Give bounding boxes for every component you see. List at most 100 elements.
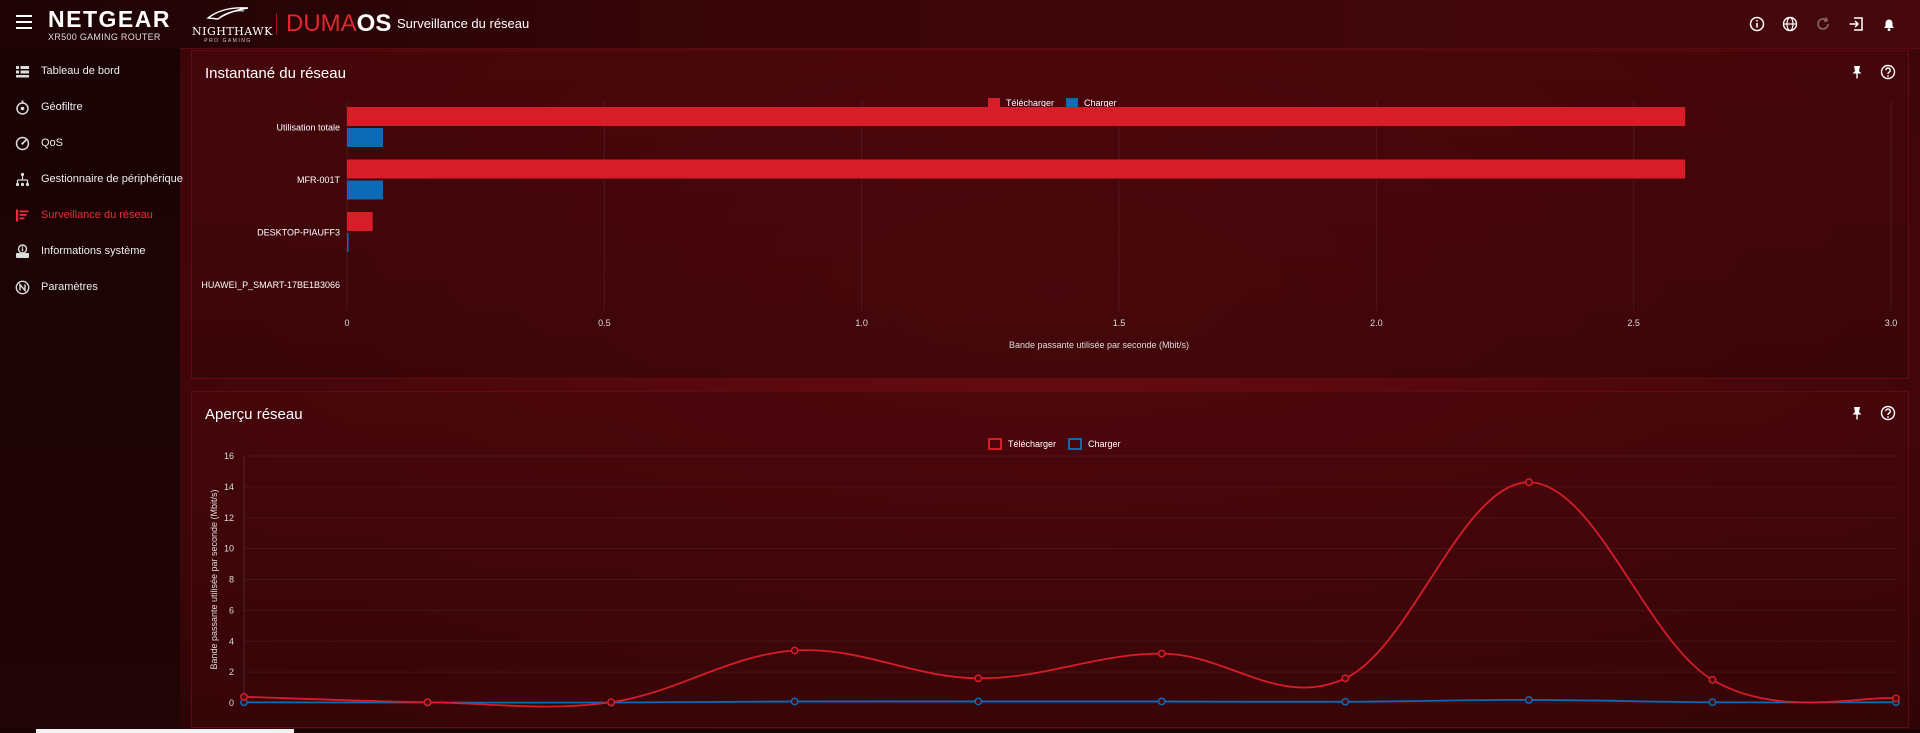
qos-gauge-icon (14, 135, 31, 152)
x-tick-label: 0.5 (598, 318, 611, 328)
logout-icon[interactable] (1847, 15, 1865, 33)
sidebar-item-geofilter[interactable]: Géofiltre (0, 90, 180, 124)
nighthawk-sub: PRO GAMING (204, 38, 252, 44)
panel-title: Aperçu réseau (205, 406, 303, 423)
header-divider (276, 13, 277, 35)
point-upload (1341, 697, 1350, 706)
network-monitor-icon (14, 207, 31, 224)
brand-model: XR500 GAMING ROUTER (48, 32, 161, 42)
network-overview-panel: Aperçu réseau Télécharger Charger 0 2 4 6 8 1… (191, 391, 1909, 728)
point-download (974, 674, 983, 683)
y-tick-label: 16 (224, 451, 234, 461)
legend-download-label: Télécharger (1006, 98, 1055, 108)
network-snapshot-panel: Instantané du réseau Télécharger Charger… (191, 50, 1909, 379)
sidebar-item-label: Géofiltre (41, 101, 83, 113)
sidebar-item-system-info[interactable]: Informations système (0, 234, 180, 268)
point-download (1708, 675, 1717, 684)
netgear-logo[interactable]: NETGEAR XR500 GAMING ROUTER (48, 7, 171, 42)
bottom-scrollbar[interactable] (0, 729, 1920, 733)
x-tick-label: 1.5 (1113, 318, 1126, 328)
series-line-upload (243, 699, 1897, 704)
sidebar-item-label: Tableau de bord (41, 65, 120, 77)
header-actions (1748, 15, 1898, 33)
sidebar: Tableau de bord Géofiltre QoS Gestionnai… (0, 48, 183, 733)
top-bar: NETGEAR XR500 GAMING ROUTER NIGHTHAWK PR… (0, 0, 1920, 49)
point-download (1341, 674, 1350, 683)
legend-upload-swatch[interactable] (1068, 438, 1083, 450)
legend-download-swatch[interactable] (988, 438, 1002, 450)
sidebar-item-device-manager[interactable]: Gestionnaire de périphérique (0, 162, 183, 196)
dashboard-icon (14, 63, 31, 80)
bandwidth-line-chart: 0 2 4 6 8 10 12 14 16 Bande passante utilisée par… (209, 451, 1900, 708)
sidebar-item-qos[interactable]: QoS (0, 126, 180, 160)
globe-icon[interactable] (1781, 15, 1799, 33)
bar-download (347, 107, 1686, 126)
legend-download-label: Télécharger (1008, 439, 1057, 449)
bar-download (347, 159, 1686, 179)
refresh-icon[interactable] (1814, 15, 1832, 33)
y-axis-title: Bande passante utilisée par seconde (Mbi… (209, 489, 219, 669)
scrollbar-thumb[interactable] (36, 729, 294, 733)
help-icon[interactable] (1879, 63, 1896, 80)
bell-icon[interactable] (1880, 15, 1898, 33)
nighthawk-logo: NIGHTHAWK PRO GAMING (192, 6, 273, 44)
y-tick-label: 8 (229, 575, 234, 585)
sidebar-item-label: Informations système (41, 245, 146, 257)
pin-icon[interactable] (1848, 63, 1865, 80)
x-tick-label: 2.5 (1627, 318, 1640, 328)
point-download (790, 646, 799, 655)
info-icon[interactable] (1748, 15, 1766, 33)
category-label: HUAWEI_P_SMART-17BE1B3066 (201, 280, 340, 290)
os-text: OS (356, 10, 392, 37)
category-label: DESKTOP-PIAUFF3 (257, 227, 340, 237)
sidebar-item-label: Surveillance du réseau (41, 209, 153, 221)
bar-download (347, 212, 373, 231)
point-download (240, 692, 248, 701)
panel-title: Instantané du réseau (205, 65, 346, 82)
bar-upload (347, 128, 384, 147)
brand-name: NETGEAR (48, 6, 171, 32)
nighthawk-wing-icon (206, 7, 249, 20)
point-download (1892, 694, 1900, 703)
page-title: Surveillance du réseau (397, 16, 530, 31)
y-tick-label: 12 (224, 513, 234, 523)
sidebar-item-network-monitor[interactable]: Surveillance du réseau (0, 198, 180, 232)
x-tick-label: 1.0 (855, 318, 868, 328)
geofilter-icon (14, 99, 31, 116)
dumaos-logo: DUMAOS (286, 10, 391, 38)
device-tree-icon (14, 171, 31, 188)
y-tick-label: 14 (224, 482, 234, 492)
point-upload (1708, 698, 1717, 707)
y-tick-label: 10 (224, 544, 234, 554)
bar-upload (347, 180, 384, 200)
y-tick-label: 2 (229, 667, 234, 677)
duma-text: DUMA (286, 10, 357, 37)
point-upload (1157, 697, 1166, 706)
pin-icon[interactable] (1848, 404, 1865, 421)
system-info-icon (14, 243, 31, 260)
chart-legend: Télécharger Charger (988, 98, 1123, 108)
sidebar-item-settings[interactable]: Paramètres (0, 270, 180, 304)
panel-actions (1848, 404, 1896, 421)
bar-upload (347, 233, 349, 252)
x-tick-label: 2.0 (1370, 318, 1383, 328)
panel-actions (1848, 63, 1896, 80)
legend-upload-swatch[interactable] (1066, 98, 1079, 108)
y-tick-label: 0 (229, 698, 234, 708)
legend-download-swatch[interactable] (988, 98, 1000, 108)
help-icon[interactable] (1879, 404, 1896, 421)
series-line-download (243, 481, 1897, 708)
sidebar-item-dashboard[interactable]: Tableau de bord (0, 54, 180, 88)
x-axis-title: Bande passante utilisée par seconde (Mbi… (1009, 340, 1189, 350)
bandwidth-bar-chart: 0 0.5 1.0 1.5 2.0 2.5 3.0 Utilisation totale MFR… (201, 101, 1897, 350)
y-tick-label: 4 (229, 636, 234, 646)
nighthawk-name: NIGHTHAWK (192, 25, 273, 38)
y-tick-label: 6 (229, 605, 234, 615)
category-label: MFR-001T (297, 175, 341, 185)
settings-n-icon (14, 279, 31, 296)
point-upload (974, 697, 983, 706)
point-download (607, 698, 616, 707)
point-download (423, 698, 432, 707)
menu-icon[interactable] (16, 15, 32, 29)
point-upload (790, 697, 799, 706)
